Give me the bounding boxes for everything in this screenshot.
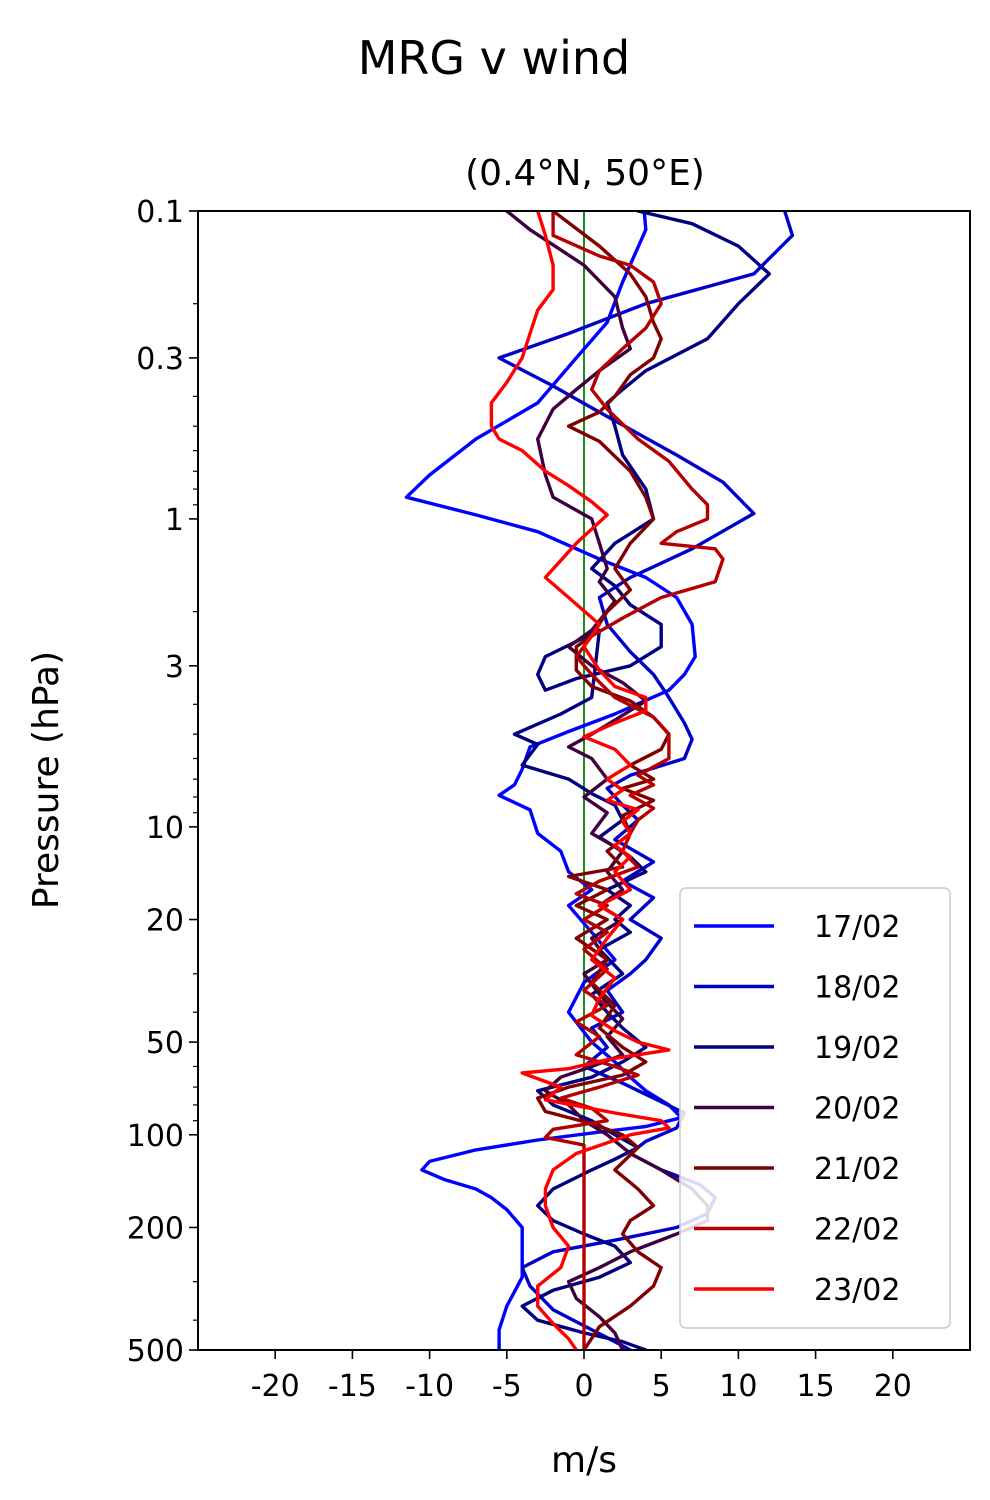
x-tick-label: 15 [797, 1369, 835, 1404]
legend-label: 19/02 [814, 1031, 900, 1066]
series-line-23-02 [489, 211, 671, 1350]
y-tick-label: 3 [165, 650, 184, 685]
x-axis-title: m/s [551, 1440, 617, 1481]
legend: 17/02 18/02 19/02 20/02 21/02 22/02 23/02 [679, 887, 951, 1329]
legend-label: 18/02 [814, 971, 900, 1006]
x-axis: -20 -15 -10 -5 0 5 10 15 20 [251, 1350, 912, 1404]
y-tick-label: 0.1 [136, 195, 184, 230]
series-line-22-02 [543, 211, 725, 1350]
y-tick-label: 20 [146, 904, 184, 939]
legend-label: 22/02 [814, 1213, 900, 1248]
x-tick-label: 5 [652, 1369, 671, 1404]
chart-title: MRG v wind [358, 31, 631, 85]
y-tick-label: 500 [127, 1334, 184, 1369]
x-tick-label: 20 [874, 1369, 912, 1404]
legend-label: 20/02 [814, 1092, 900, 1127]
y-axis: 0.1 0.3 1 3 10 20 50 100 200 500 [127, 195, 198, 1369]
y-tick-label: 1 [165, 503, 184, 538]
x-tick-label: -5 [492, 1369, 522, 1404]
legend-frame [679, 887, 951, 1329]
series-group [404, 211, 795, 1350]
legend-label: 21/02 [814, 1152, 900, 1187]
y-tick-label: 100 [127, 1119, 184, 1154]
x-tick-label: 10 [719, 1369, 757, 1404]
x-tick-label: 0 [574, 1369, 593, 1404]
x-tick-label: -15 [328, 1369, 377, 1404]
chart-subtitle: (0.4°N, 50°E) [465, 153, 705, 194]
y-tick-label: 200 [127, 1211, 184, 1246]
y-tick-label: 50 [146, 1026, 184, 1061]
y-axis-title: Pressure (hPa) [26, 651, 67, 909]
x-tick-label: -10 [405, 1369, 454, 1404]
legend-label: 17/02 [814, 910, 900, 945]
legend-label: 23/02 [814, 1273, 900, 1308]
x-tick-label: -20 [251, 1369, 300, 1404]
y-tick-label: 10 [146, 811, 184, 846]
y-tick-label: 0.3 [136, 342, 184, 377]
